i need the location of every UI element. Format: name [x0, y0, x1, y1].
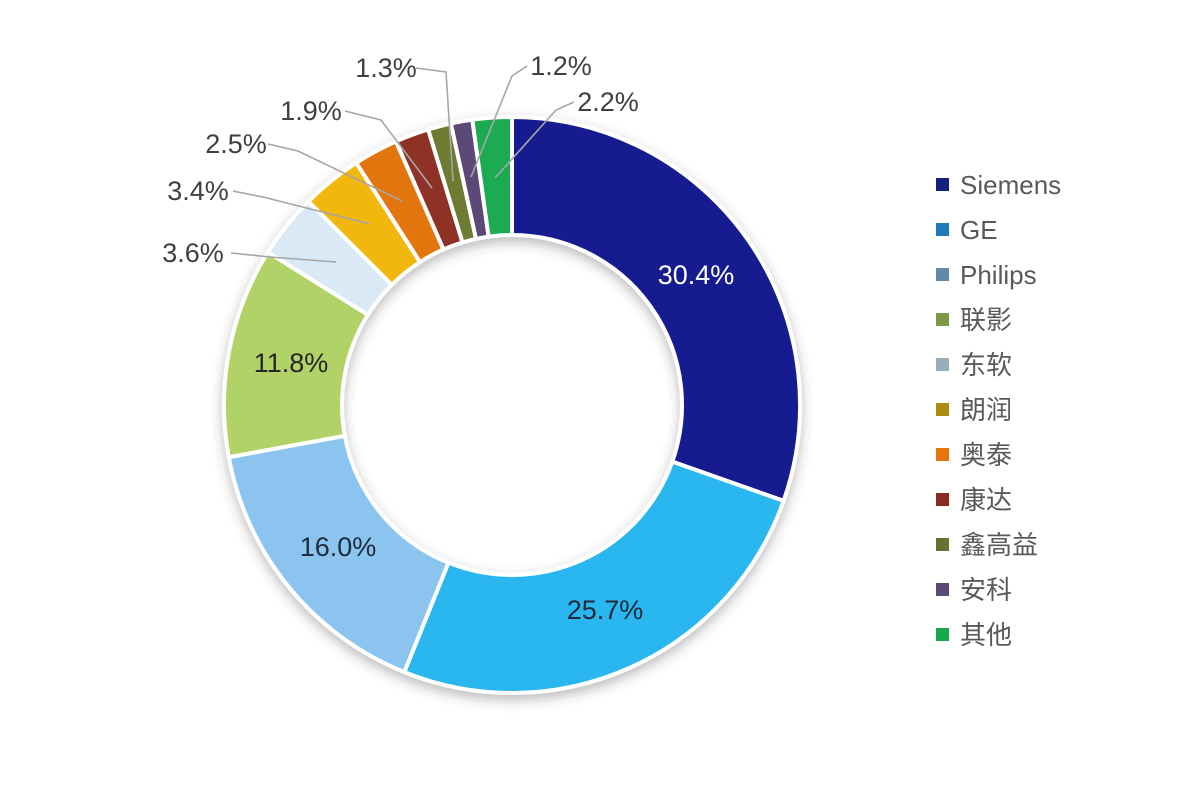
legend-swatch-联影 — [936, 313, 949, 326]
legend-item-奥泰: 奥泰 — [936, 432, 1061, 477]
data-labels: 30.4% 25.7% 16.0% 11.8% 3.6% 3.4% 2.5% 1.9% 1.3%… — [162, 51, 734, 625]
leader-line-东软 — [230, 252, 337, 263]
data-label-安科: 1.2% — [530, 51, 592, 81]
legend-label-朗润: 朗润 — [960, 394, 1013, 425]
data-label-朗润: 3.4% — [167, 176, 229, 206]
legend-label-其他: 其他 — [960, 619, 1013, 650]
legend-label-Philips: Philips — [960, 259, 1037, 290]
legend-swatch-Philips — [936, 268, 949, 281]
pie-slice-Philips — [226, 433, 451, 675]
legend-item-Philips: Philips — [936, 252, 1061, 297]
legend-item-其他: 其他 — [936, 612, 1061, 657]
legend-label-Siemens: Siemens — [960, 169, 1062, 200]
legend-item-Siemens: Siemens — [936, 162, 1061, 207]
leader-line-康达 — [344, 110, 433, 189]
legend-item-鑫高益: 鑫高益 — [936, 522, 1061, 567]
leader-line-鑫高益 — [415, 67, 454, 182]
pie-slice-Siemens — [510, 115, 803, 503]
data-label-鑫高益: 1.3% — [355, 53, 417, 83]
legend-swatch-其他 — [936, 628, 949, 641]
chart-legend: Siemens GE Philips 联影东软朗润奥泰康达鑫高益安科其他 — [936, 162, 1061, 657]
legend-label-奥泰: 奥泰 — [960, 439, 1013, 470]
pie-slice-GE — [402, 459, 786, 695]
legend-label-康达: 康达 — [960, 484, 1013, 515]
legend-swatch-GE — [936, 223, 949, 236]
data-label-奥泰: 2.5% — [205, 129, 267, 159]
legend-item-朗润: 朗润 — [936, 387, 1061, 432]
pie-slice-其他 — [470, 114, 514, 239]
leader-line-安科 — [470, 65, 528, 178]
legend-swatch-康达 — [936, 493, 949, 506]
leader-lines — [230, 65, 575, 263]
legend-swatch-奥泰 — [936, 448, 949, 461]
legend-label-鑫高益: 鑫高益 — [960, 529, 1039, 560]
pie-slices — [222, 114, 803, 695]
data-label-东软: 3.6% — [162, 238, 224, 268]
legend-label-联影: 联影 — [960, 304, 1013, 335]
legend-item-GE: GE — [936, 207, 1061, 252]
legend-item-联影: 联影 — [936, 297, 1061, 342]
data-label-康达: 1.9% — [280, 96, 342, 126]
legend-item-康达: 康达 — [936, 477, 1061, 522]
leader-line-朗润 — [232, 190, 371, 225]
legend-label-东软: 东软 — [960, 349, 1013, 380]
data-label-联影: 11.8% — [254, 348, 329, 378]
legend-swatch-朗润 — [936, 403, 949, 416]
leader-line-奥泰 — [267, 143, 403, 202]
legend-swatch-东软 — [936, 358, 949, 371]
data-label-Philips: 16.0% — [300, 532, 377, 562]
legend-label-安科: 安科 — [960, 574, 1013, 605]
data-label-GE: 25.7% — [567, 595, 644, 625]
legend-swatch-安科 — [936, 583, 949, 596]
legend-item-东软: 东软 — [936, 342, 1061, 387]
data-label-Siemens: 30.4% — [658, 260, 735, 290]
legend-swatch-鑫高益 — [936, 538, 949, 551]
legend-swatch-Siemens — [936, 178, 949, 191]
leader-line-其他 — [494, 101, 575, 179]
legend-item-安科: 安科 — [936, 567, 1061, 612]
data-label-其他: 2.2% — [577, 87, 639, 117]
legend-label-GE: GE — [960, 214, 998, 245]
